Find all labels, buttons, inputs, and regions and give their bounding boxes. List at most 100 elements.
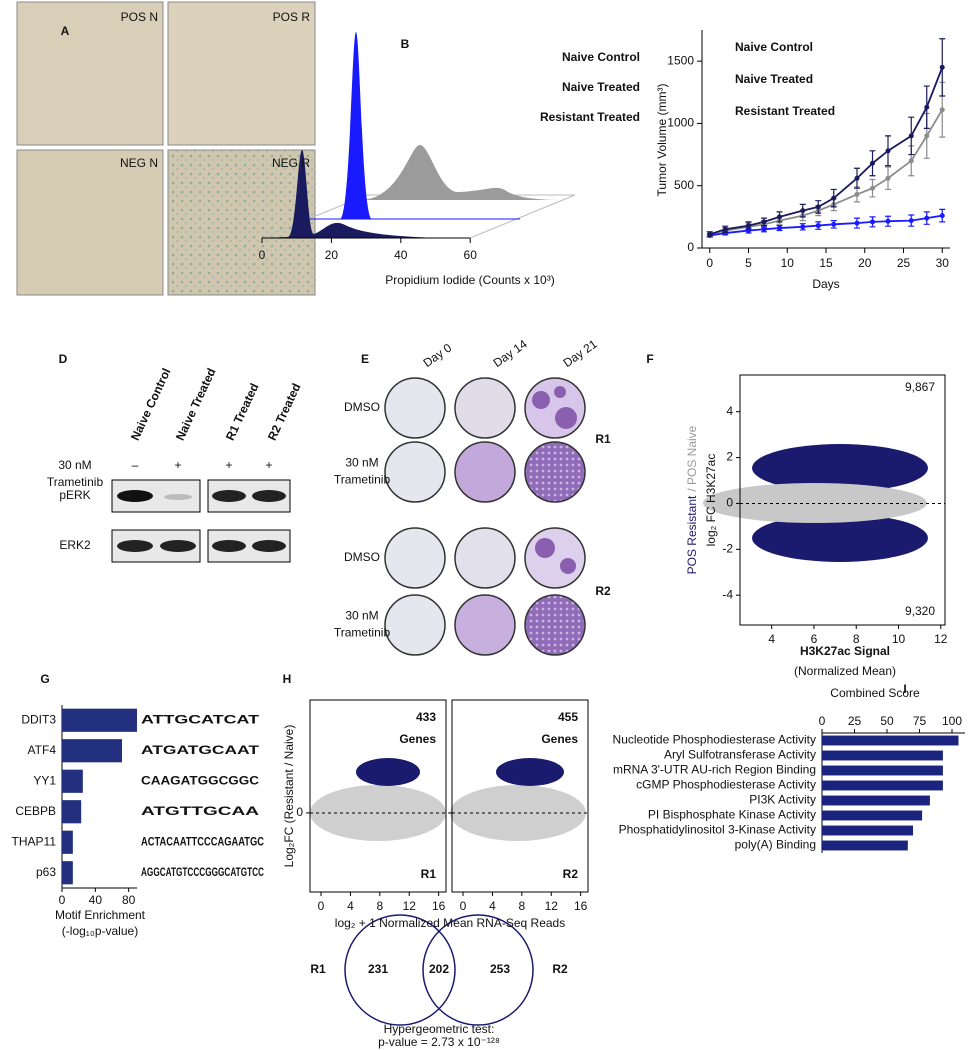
x-tick-label: 0 [819, 714, 826, 728]
x-tick-label: 5 [745, 256, 752, 270]
motif-logo: ATTGCATCAT [141, 712, 260, 726]
image-label: POS N [121, 10, 158, 24]
x-tick-label: 8 [853, 632, 860, 646]
x-axis-label: H3K27ac Signal [800, 644, 890, 658]
x-tick-label: 40 [89, 893, 103, 907]
x-tick-label: 4 [489, 899, 496, 913]
category-label: YY1 [33, 773, 56, 787]
data-point [722, 230, 728, 236]
x-tick-label: 25 [897, 256, 911, 270]
test-label: p-value = 2.73 x 10⁻¹²⁸ [378, 1035, 500, 1049]
category-label: p63 [36, 865, 56, 879]
row-label: Trametinib [47, 475, 104, 489]
bar [822, 810, 923, 821]
column-label: Day 21 [561, 337, 600, 370]
motif-logo: AGGCATGTCCCGGGCATGTCC [141, 865, 264, 879]
data-point [854, 220, 860, 226]
column-label: Day 14 [491, 337, 530, 370]
bar [62, 739, 122, 763]
series-line [709, 67, 944, 236]
motif-logo: ATGATGCAAT [141, 743, 260, 757]
x-tick-label: 75 [913, 714, 927, 728]
x-tick-label: 0 [706, 256, 713, 270]
western-blots [111, 479, 291, 563]
data-point [707, 231, 713, 237]
data-point [885, 148, 891, 154]
data-point [777, 225, 782, 231]
x-tick-label: 80 [122, 893, 136, 907]
bar [62, 708, 137, 732]
x-axis-label: log₂ + 1 Normalized Mean RNA-Seq Reads [335, 916, 565, 930]
bar [822, 780, 943, 791]
bar [822, 735, 959, 746]
column-label: Naive Control [128, 366, 174, 443]
image-label: NEG N [120, 156, 158, 170]
row-label: DMSO [344, 550, 380, 564]
x-tick-label: 16 [574, 899, 588, 913]
legend-label: Resistant Treated [540, 110, 640, 124]
annotation: R2 [563, 867, 579, 881]
x-tick-label: 12 [934, 632, 948, 646]
category-label: ATF4 [28, 743, 57, 757]
y-axis-label: log₂ FC H3K27ac [704, 454, 718, 547]
x-tick-label: 4 [768, 632, 775, 646]
x-tick-label: 50 [880, 714, 894, 728]
panel-label: B [401, 37, 410, 51]
axis-title: Combined Score [830, 686, 920, 700]
x-axis-label: Days [812, 277, 839, 291]
bar [822, 795, 930, 806]
y-axis-label: Log₂FC (Resistant / Naive) [282, 725, 296, 868]
set-label: R1 [310, 962, 326, 976]
set-count: 202 [429, 962, 449, 976]
x-tick-label: 16 [432, 899, 446, 913]
data-point [854, 175, 860, 181]
y-axis-label: Tumor Volume (mm³) [655, 84, 669, 197]
category-label: cGMP Phosphodiesterase Activity [636, 778, 816, 792]
data-point [870, 160, 875, 166]
annotation: 9,867 [905, 380, 935, 394]
motif-logo: CAAGATGGCGGC [141, 773, 259, 787]
data-point [854, 191, 860, 197]
data-point [777, 214, 782, 220]
y-tick-label: -4 [722, 587, 733, 601]
x-tick-label: 10 [781, 256, 795, 270]
motif-logo: ACTACAATTCCCAGAATGC [141, 834, 264, 848]
data-point [924, 133, 930, 139]
panel-label: D [59, 352, 68, 366]
x-tick-label: 20 [858, 256, 872, 270]
y-tick-label: -2 [722, 541, 733, 555]
panel-label: H [283, 672, 292, 686]
x-tick-label: 0 [460, 899, 467, 913]
image-label: POS R [273, 10, 311, 24]
x-axis-label: (Normalized Mean) [794, 664, 896, 678]
row-label: ERK2 [59, 538, 91, 552]
x-tick-label: 0 [259, 248, 266, 262]
x-tick-label: 20 [325, 248, 339, 262]
y-tick-label: 0 [726, 496, 733, 510]
data-point [870, 185, 875, 191]
y-axis-label-part: POS Resistant [685, 495, 699, 574]
category-label: THAP11 [12, 834, 57, 848]
plot-frame [739, 374, 946, 626]
category-label: PI3K Activity [749, 793, 816, 807]
data-point [924, 104, 930, 110]
x-tick-label: 8 [518, 899, 525, 913]
data-point [722, 226, 728, 232]
panel-label: I [903, 682, 906, 696]
x-tick-label: 6 [811, 632, 818, 646]
bar [62, 769, 83, 793]
data-point [870, 219, 875, 225]
data-point [908, 218, 914, 224]
x-axis-label: Propidium Iodide (Counts x 10³) [385, 273, 554, 287]
annotation: Genes [399, 732, 436, 746]
y-axis-label: POS Resistant / POS Naive [685, 425, 699, 574]
annotation: Genes [541, 732, 578, 746]
series-line [709, 109, 944, 236]
data-point [939, 64, 945, 70]
x-tick-label: 30 [936, 256, 950, 270]
data-point [885, 175, 891, 181]
x-tick-label: 25 [848, 714, 862, 728]
data-point [924, 215, 930, 221]
category-label: CEBPB [15, 804, 56, 818]
column-label: Naive Treated [173, 366, 219, 443]
